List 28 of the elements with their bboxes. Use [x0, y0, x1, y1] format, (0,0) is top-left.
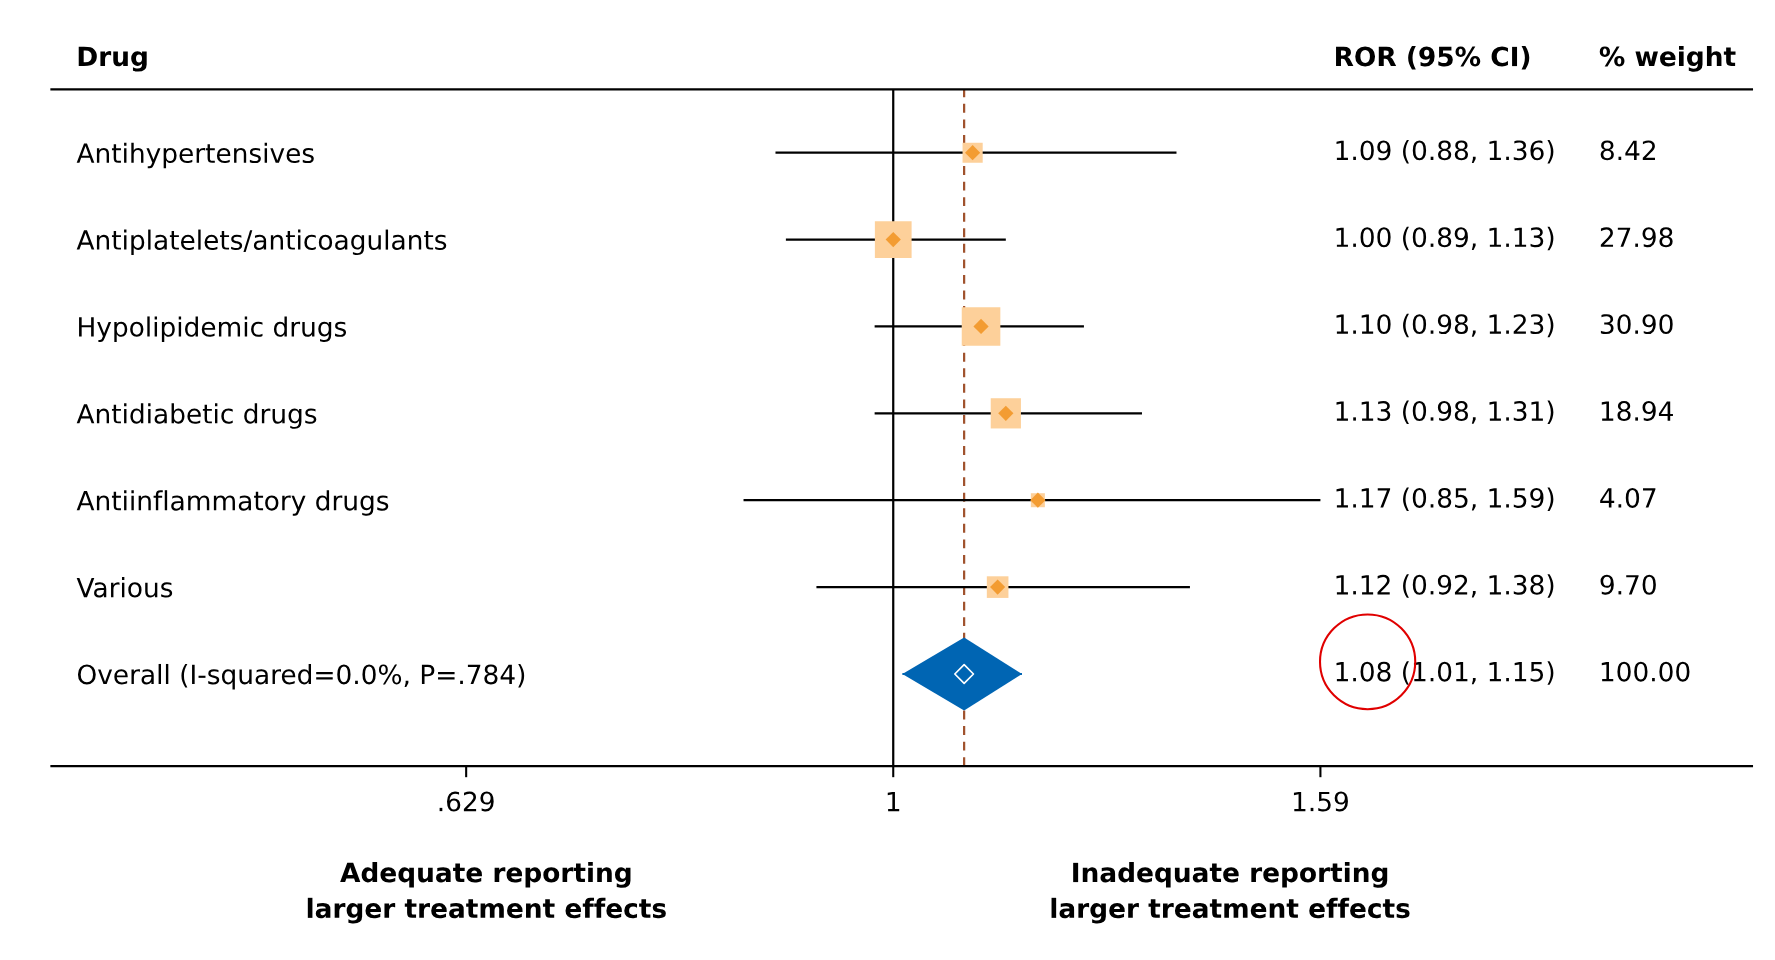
- y-tick-label: Hypolipidemic drugs: [79, 316, 347, 342]
- y-tick-label: Antihypertensives: [76, 142, 314, 169]
- annotation: 1.13 (0.98, 1.31): [1336, 400, 1554, 425]
- text: % weight: [1599, 45, 1736, 72]
- annotation: 9.70: [1600, 574, 1656, 595]
- y-tick-label: Antidiabetic drugs: [76, 403, 317, 429]
- text: ROR (95% CI): [1336, 46, 1530, 70]
- annotation: 18.94: [1601, 401, 1673, 421]
- text: Adequate reporting larger treatment effects: [307, 862, 666, 924]
- annotation: 1.00 (0.89, 1.13): [1336, 226, 1554, 251]
- x-tick-label: 1: [887, 791, 900, 812]
- annotation: 30.90: [1600, 314, 1673, 335]
- annotation: 27.98: [1600, 227, 1673, 248]
- x-tick-label: .629: [439, 791, 494, 812]
- annotation: 4.07: [1600, 487, 1656, 508]
- x-tick-label: 1.59: [1293, 791, 1348, 812]
- annotation: 1.09 (0.88, 1.36): [1336, 139, 1554, 164]
- annotation: 8.42: [1600, 140, 1655, 161]
- text: Drug: [78, 46, 147, 72]
- annotation: 100.00: [1601, 661, 1690, 682]
- text: Inadequate reporting larger treatment effects: [1051, 862, 1410, 924]
- y-tick-label: Antiplatelets/anticoagulants: [76, 229, 447, 256]
- annotation: 1.10 (0.98, 1.23): [1336, 313, 1554, 338]
- annotation: 1.17 (0.85, 1.59): [1336, 487, 1554, 511]
- y-tick-label: Antiinflammatory drugs: [76, 490, 389, 516]
- annotation: 1.12 (0.92, 1.38): [1336, 574, 1554, 598]
- y-tick-label: Various: [76, 577, 173, 598]
- y-tick-label: Overall (I-squared=0.0%, P=.784): [77, 663, 525, 690]
